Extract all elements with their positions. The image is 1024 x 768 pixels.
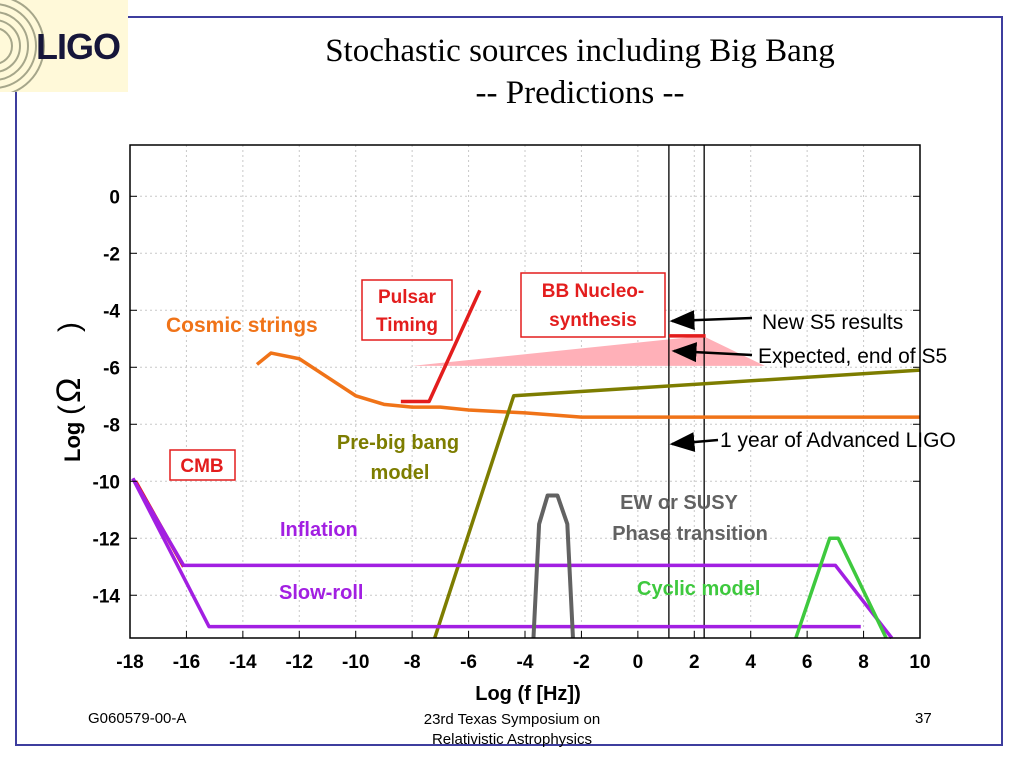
- y-tick-label: 0: [109, 187, 120, 208]
- bbn-label-box: [520, 272, 666, 338]
- x-tick-label: -6: [460, 652, 477, 673]
- label-ew-line-1: EW or SUSY: [620, 492, 738, 514]
- sensitivity-lines: [668, 145, 705, 638]
- series-pulsar: [400, 289, 482, 404]
- label-cmb: CMB: [180, 456, 223, 477]
- x-tick-label: -8: [404, 652, 421, 673]
- y-tick-label: -12: [93, 529, 120, 550]
- annotation-advanced-ligo: 1 year of Advanced LIGO: [720, 429, 956, 452]
- slide-title: Stochastic sources including Big Bang --…: [200, 30, 960, 114]
- label-ew-line-2: Phase transition: [612, 523, 768, 545]
- label-bbn-line-2: synthesis: [549, 310, 637, 331]
- x-tick-label: -18: [116, 652, 143, 673]
- x-tick-label: 0: [633, 652, 644, 673]
- label-cyclic-model: Cyclic model: [637, 578, 760, 600]
- series-cosmic-strings: [255, 351, 920, 419]
- y-tick-label: -2: [103, 244, 120, 265]
- ligo-logo: LIGO: [0, 0, 128, 92]
- x-tick-label: -10: [342, 652, 369, 673]
- y-axis-label-paren-open: (: [53, 405, 86, 415]
- x-tick-label: -4: [517, 652, 534, 673]
- annotation-expected-s5: Expected, end of S5: [758, 345, 947, 368]
- y-tick-label: -6: [103, 358, 120, 379]
- arrow-advanced-ligo: [669, 432, 719, 453]
- x-tick-label: 6: [802, 652, 813, 673]
- x-tick-label: 8: [858, 652, 869, 673]
- label-pre-big-bang-line-2: model: [371, 462, 430, 484]
- grid-layer: [130, 145, 920, 638]
- y-axis-label-paren-close: ): [53, 322, 86, 332]
- x-tick-label: -2: [573, 652, 590, 673]
- series-layer: [131, 289, 921, 640]
- label-bbn-line-1: BB Nucleo-: [542, 281, 644, 302]
- x-axis-label: Log (f [Hz]): [475, 683, 581, 705]
- label-inflation: Inflation: [280, 519, 358, 541]
- x-tick-label: -16: [173, 652, 200, 673]
- footer-conference-line-1: 23rd Texas Symposium on: [423, 711, 601, 728]
- footer-doc-id: G060579-00-A: [88, 710, 187, 727]
- footer-conference: 23rd Texas Symposium on Relativistic Ast…: [362, 710, 662, 750]
- y-tick-label: -10: [93, 472, 120, 493]
- footer-conference-line-2: Relativistic Astrophysics: [431, 731, 593, 748]
- title-line-1: Stochastic sources including Big Bang: [325, 33, 835, 69]
- x-tick-label: -14: [229, 652, 257, 673]
- annotation-s5-results: New S5 results: [762, 311, 903, 334]
- label-pulsar-line-1: Pulsar: [378, 287, 437, 308]
- cmb-label-box: [169, 449, 236, 481]
- y-axis-label-symbol: Ω: [50, 378, 88, 403]
- footer-page-number: 37: [915, 710, 932, 727]
- series-cyclic: [794, 536, 888, 639]
- x-tick-label: 2: [689, 652, 700, 673]
- label-pulsar-line-2: Timing: [376, 315, 438, 336]
- x-tick-label: 10: [909, 652, 930, 673]
- series-inflation: [131, 477, 894, 640]
- x-tick-label: 4: [745, 652, 756, 673]
- pulsar-label-box: [361, 279, 453, 341]
- slide-frame: [15, 16, 1003, 746]
- label-cosmic-strings: Cosmic strings: [166, 314, 318, 337]
- title-line-2: -- Predictions --: [475, 75, 685, 111]
- label-slow-roll: Slow-roll: [279, 582, 363, 604]
- x-tick-label: -12: [286, 652, 313, 673]
- label-pre-big-bang-line-1: Pre-big bang: [337, 432, 459, 454]
- series-ew-susy: [531, 493, 575, 639]
- arrow-s5-results: [669, 310, 753, 331]
- y-tick-label: -8: [103, 415, 120, 436]
- arrow-expected-s5: [671, 342, 753, 363]
- logo-rings-icon: [0, 0, 45, 92]
- logo-text: LIGO: [36, 26, 121, 67]
- expected-s5-region: [412, 335, 765, 366]
- series-pre-big-bang: [433, 368, 921, 639]
- y-axis-label-prefix: Log: [60, 422, 85, 462]
- ticks-layer: -18 -16 -14 -12 -10 -8 -6 -4 -2 0 2 4 6 8 10 0 -2 -4 -6 -8 -…: [93, 187, 931, 673]
- y-tick-label: -4: [103, 301, 120, 322]
- y-tick-label: -14: [93, 586, 121, 607]
- series-slow-roll: [131, 477, 861, 629]
